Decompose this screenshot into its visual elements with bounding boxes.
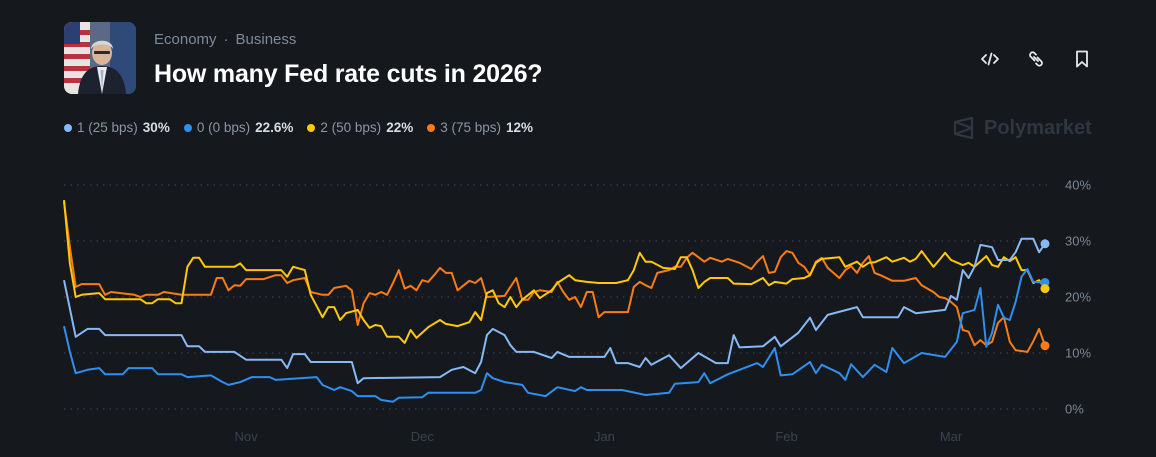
legend-value: 22%: [386, 120, 414, 135]
x-tick-label: Dec: [411, 429, 435, 444]
legend-value: 12%: [506, 120, 534, 135]
y-tick-label: 30%: [1065, 234, 1091, 249]
legend-item-0-cuts[interactable]: 0 (0 bps) 22.6%: [183, 120, 294, 135]
legend-value: 22.6%: [255, 120, 294, 135]
legend-label: 0 (0 bps): [196, 120, 251, 135]
x-tick-label: Nov: [235, 429, 259, 444]
embed-button[interactable]: [978, 48, 1002, 70]
legend-item-3-cuts[interactable]: 3 (75 bps) 12%: [427, 120, 533, 135]
copy-link-button[interactable]: [1024, 48, 1048, 70]
brand-name: Polymarket: [984, 116, 1092, 139]
series-end-marker: [1040, 239, 1050, 249]
y-tick-label: 0%: [1065, 402, 1084, 417]
series-line: [63, 237, 1046, 385]
series-line: [63, 200, 1046, 344]
legend-swatch: [183, 123, 192, 132]
page-title: How many Fed rate cuts in 2026?: [154, 60, 543, 88]
legend-label: 1 (25 bps): [77, 120, 138, 135]
legend-label: 3 (75 bps): [440, 120, 502, 135]
action-bar: [978, 48, 1094, 70]
series-line: [63, 268, 1046, 403]
bookmark-icon: [1076, 50, 1088, 68]
breadcrumb: Economy · Business: [154, 31, 296, 48]
category-link-economy[interactable]: Economy: [154, 31, 217, 48]
bookmark-button[interactable]: [1070, 48, 1094, 70]
y-tick-label: 40%: [1065, 178, 1091, 193]
code-icon: [981, 52, 999, 66]
polymarket-watermark: Polymarket: [952, 116, 1092, 140]
y-tick-label: 10%: [1065, 346, 1091, 361]
link-icon: [1029, 51, 1043, 67]
x-tick-label: Jan: [594, 429, 615, 444]
legend-label: 2 (50 bps): [320, 120, 382, 135]
polymarket-logo-icon: [953, 116, 974, 140]
legend-value: 30%: [142, 120, 170, 135]
legend-item-2-cuts[interactable]: 2 (50 bps) 22%: [307, 120, 413, 135]
legend-swatch: [427, 123, 436, 132]
fed-chair-photo-icon: [64, 22, 136, 94]
x-tick-label: Feb: [775, 429, 797, 444]
x-tick-label: Mar: [940, 429, 963, 444]
chart-legend: 1 (25 bps) 30% 0 (0 bps) 22.6% 2 (50 bps) 2…: [64, 120, 533, 135]
category-link-business[interactable]: Business: [235, 31, 297, 48]
legend-swatch: [307, 123, 316, 132]
legend-swatch: [64, 123, 72, 132]
market-thumbnail: [64, 22, 136, 94]
series-end-marker: [1040, 277, 1050, 287]
series-end-marker: [1040, 284, 1050, 294]
legend-item-1-cut[interactable]: 1 (25 bps) 30%: [64, 120, 170, 135]
series-end-marker: [1040, 341, 1050, 351]
breadcrumb-separator: ·: [223, 31, 229, 48]
y-tick-label: 20%: [1065, 290, 1091, 305]
series-line: [63, 201, 1046, 353]
